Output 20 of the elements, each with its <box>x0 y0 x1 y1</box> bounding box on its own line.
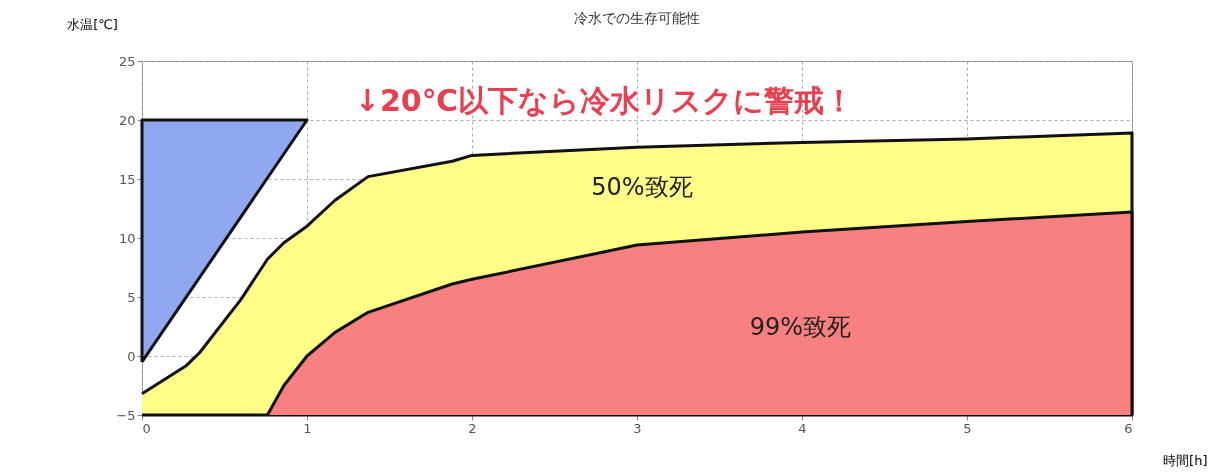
y-tick-label: 25 <box>118 53 136 69</box>
x-tick-label: 0 <box>142 420 151 436</box>
x-tick-label: 4 <box>798 420 807 436</box>
annotation: 50%致死 <box>591 173 693 202</box>
y-tick-label: 0 <box>127 348 136 364</box>
y-tick-label: −5 <box>116 407 136 423</box>
x-tick-label: 5 <box>963 420 972 436</box>
x-tick-label: 2 <box>468 420 477 436</box>
chart-title: 冷水での生存可能性 <box>574 10 700 26</box>
y-tick-label: 15 <box>118 171 136 187</box>
x-tick-label: 3 <box>633 420 642 436</box>
x-tick-label: 1 <box>303 420 312 436</box>
annotation: 99%致死 <box>749 313 852 342</box>
x-tick-label: 6 <box>1124 420 1133 436</box>
y-tick-label: 20 <box>118 112 136 128</box>
annotation: ↓20℃以下なら冷水リスクに警戒！ <box>354 82 855 118</box>
x-axis-title: 時間[h] <box>1163 452 1208 468</box>
y-tick-label: 5 <box>127 289 136 305</box>
y-tick-label: 10 <box>118 230 136 246</box>
y-axis-title: 水温[℃] <box>67 16 118 32</box>
